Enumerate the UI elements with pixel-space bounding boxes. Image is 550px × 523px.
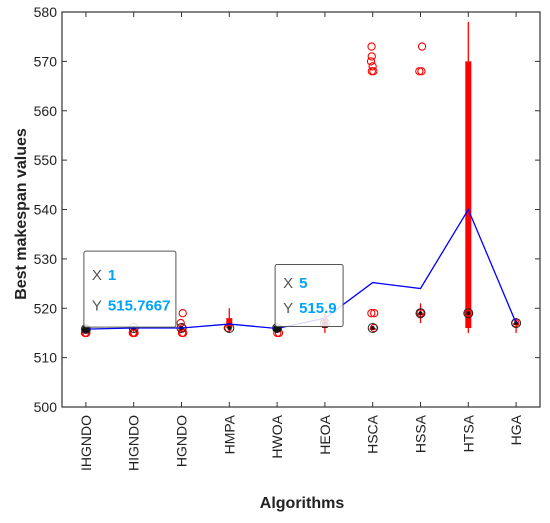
datatip-y-label: Y xyxy=(92,297,102,314)
x-tick-label-hga: HGA xyxy=(508,414,524,445)
x-tick-label-hssa: HSSA xyxy=(413,414,429,453)
datatip-box xyxy=(275,264,343,326)
y-tick-label: 530 xyxy=(34,251,58,267)
datatip-x-value: 1 xyxy=(108,267,116,284)
median-dot-hsca xyxy=(371,326,375,330)
x-tick-label-hgndo: HGNDO xyxy=(174,415,190,467)
datatip-x-label: X xyxy=(92,267,102,284)
box-htsa xyxy=(465,61,471,328)
y-axis-title: Best makespan values xyxy=(13,128,30,300)
datatip-box xyxy=(84,251,176,327)
x-tick-label-hmpa: HMPA xyxy=(221,414,237,454)
x-tick-label-ihgndo: IHGNDO xyxy=(78,415,94,471)
y-tick-label: 550 xyxy=(34,152,58,168)
datatip-x-value: 5 xyxy=(299,275,307,292)
datatip-x-label: X xyxy=(283,275,293,292)
y-tick-label: 560 xyxy=(34,103,58,119)
median-dot-htsa xyxy=(466,311,470,315)
x-tick-label-heoa: HEOA xyxy=(317,414,333,454)
datatip-y-value: 515.7667 xyxy=(108,297,171,314)
y-tick-label: 570 xyxy=(34,53,58,69)
y-tick-label: 520 xyxy=(34,300,58,316)
y-tick-label: 540 xyxy=(34,202,58,218)
datatip-y-label: Y xyxy=(283,300,293,317)
x-tick-label-htsa: HTSA xyxy=(460,414,476,452)
y-tick-label: 500 xyxy=(34,399,58,415)
x-tick-label-hsca: HSCA xyxy=(365,414,381,454)
x-axis-title: Algorithms xyxy=(260,495,345,512)
y-tick-label: 510 xyxy=(34,350,58,366)
median-dot-hmpa xyxy=(227,326,231,330)
y-tick-label: 580 xyxy=(34,4,58,20)
datatip-y-value: 515.9 xyxy=(299,300,337,317)
median-dot-hssa xyxy=(419,311,423,315)
x-tick-label-hwoa: HWOA xyxy=(269,414,285,458)
x-tick-label-higndo: HIGNDO xyxy=(126,415,142,471)
